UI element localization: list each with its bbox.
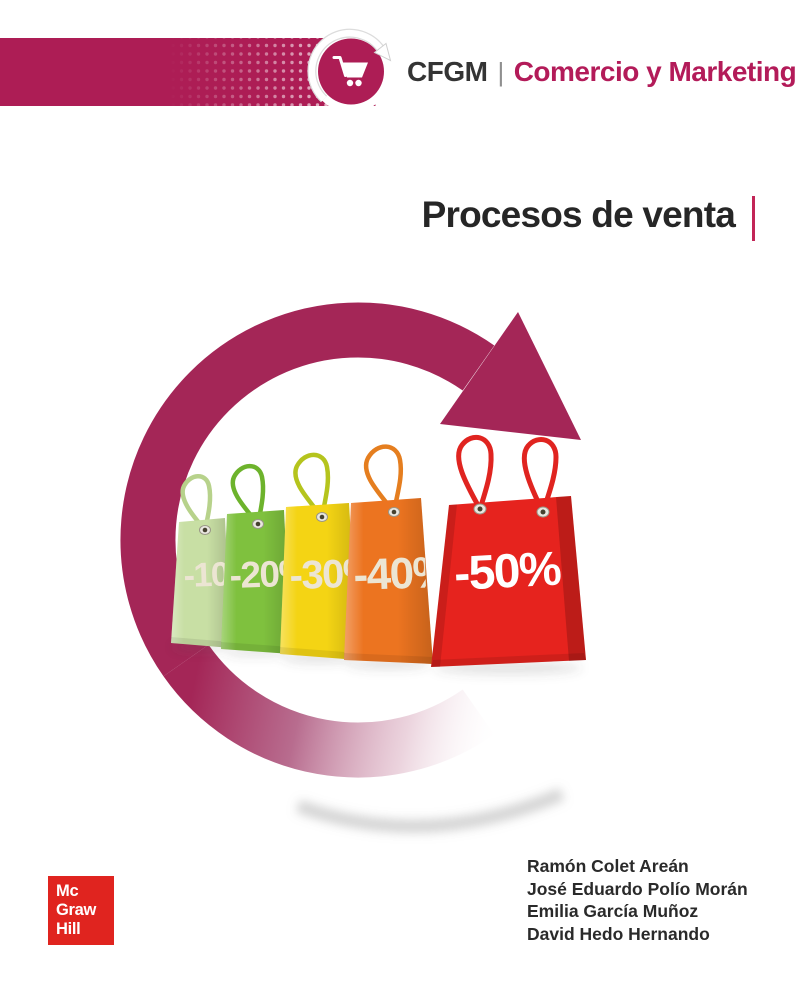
title-accent-line <box>752 196 755 241</box>
shopping-bag-50: -50% <box>431 434 586 667</box>
bag-grommet <box>473 503 487 515</box>
cart-badge <box>307 28 392 113</box>
bag-grommet <box>252 519 264 529</box>
bag-grommet <box>536 506 550 518</box>
series-header: CFGM | Comercio y Marketing <box>407 56 797 88</box>
bag-grommet <box>199 525 211 535</box>
cart-icon <box>332 56 368 87</box>
bag-discount-label: -50% <box>453 542 563 601</box>
hero-rotation-arrow-icon <box>120 302 581 778</box>
bag-handle <box>293 452 331 520</box>
shopping-bag-40: -40% <box>344 444 452 664</box>
bag-handle <box>456 434 494 512</box>
bag-grommet <box>316 512 328 522</box>
authors-block: Ramón Colet Areán José Eduardo Polío Mor… <box>527 855 748 945</box>
bag-discount-label: -40% <box>353 548 452 600</box>
author-name: David Hedo Hernando <box>527 923 710 944</box>
bag-grommet <box>388 507 400 517</box>
separator: | <box>497 57 504 87</box>
series-label: Comercio y Marketing <box>513 56 797 87</box>
author-name: José Eduardo Polío Morán <box>527 878 748 899</box>
publisher-logo-line: Hill <box>56 920 80 938</box>
shopping-bag-10: -10% <box>171 474 259 648</box>
author-name: Ramón Colet Areán <box>527 856 689 876</box>
bag-handle <box>180 474 213 533</box>
bag-handle <box>521 436 559 515</box>
arrowhead <box>440 312 581 440</box>
publisher-logo: Mc Graw Hill <box>48 876 114 945</box>
publisher-logo-line: Mc <box>56 882 78 900</box>
author-name: Emilia García Muñoz <box>527 901 699 921</box>
publisher-logo-line: Graw <box>56 901 97 919</box>
bag-handle <box>230 463 266 527</box>
publisher-logo-square <box>48 876 114 945</box>
page-title: Procesos de venta <box>421 194 736 235</box>
bag-handle <box>363 444 403 515</box>
bag-face <box>431 496 586 667</box>
badge-swirl-arrow-icon <box>307 28 392 103</box>
program-label: CFGM <box>407 56 488 87</box>
shopping-bag-20: -20% <box>221 463 311 654</box>
